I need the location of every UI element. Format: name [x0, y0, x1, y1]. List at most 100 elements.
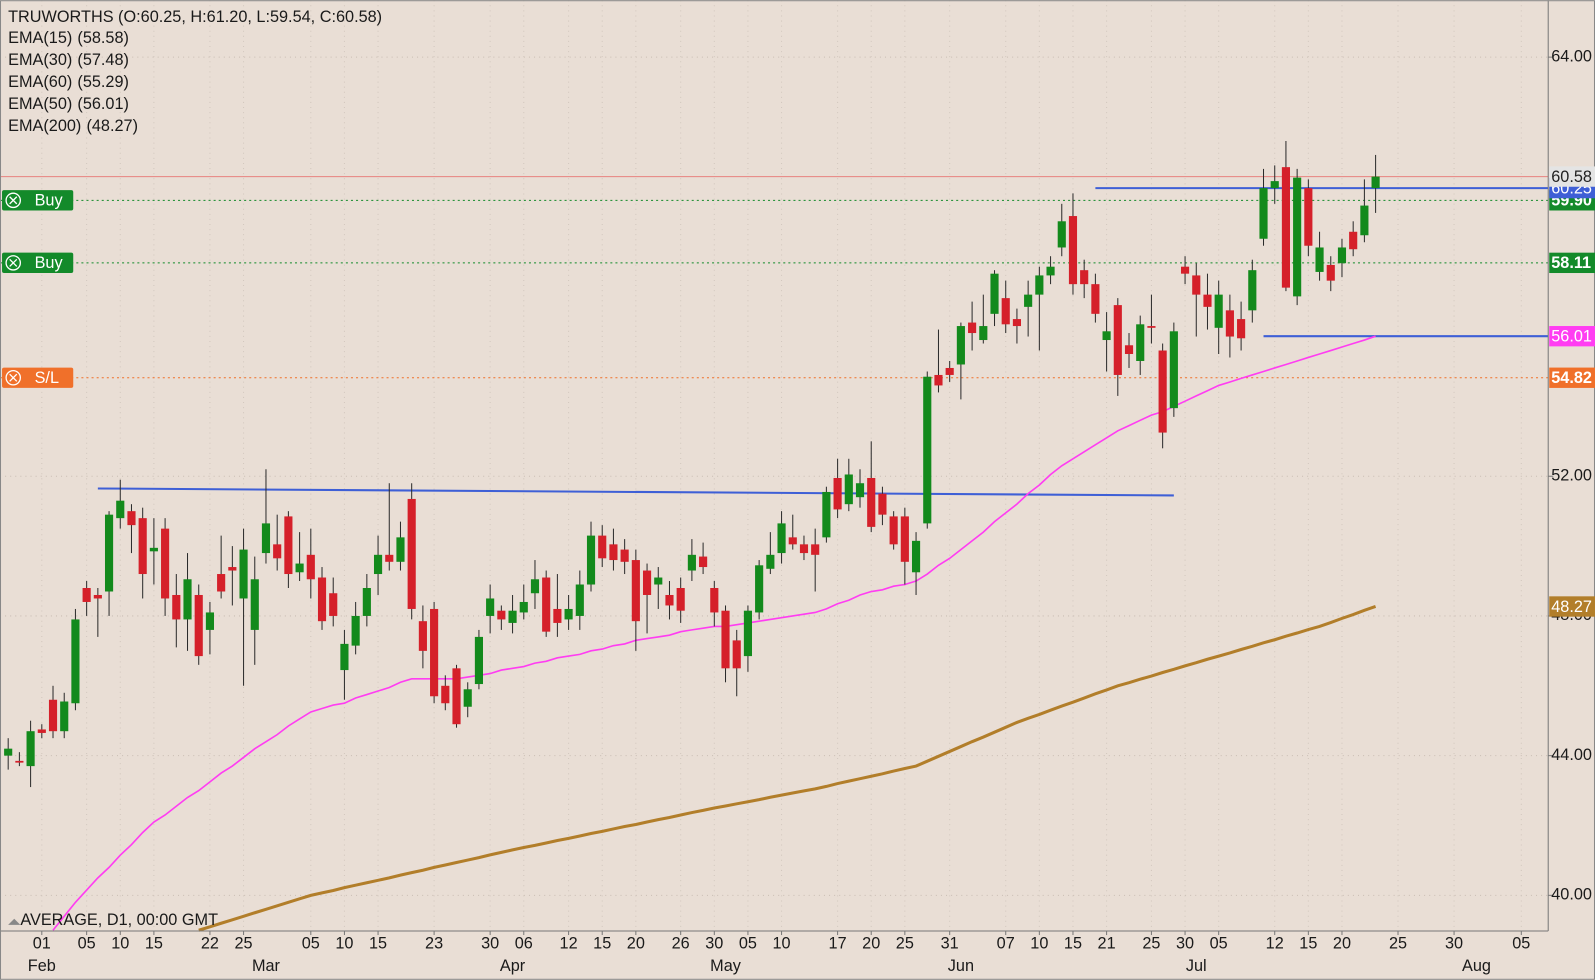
candle-body — [441, 685, 450, 704]
candle-body — [340, 643, 349, 671]
candle-body — [945, 367, 954, 375]
price-label: 56.01 — [1551, 328, 1592, 346]
candle-body — [1270, 181, 1279, 189]
candle-body — [284, 516, 293, 575]
candle-body — [1102, 331, 1111, 341]
candle-body — [48, 699, 58, 732]
indicator-legend: EMA(50) (56.01) — [8, 95, 129, 113]
footer-text: AVERAGE, D1, 00:00 GMT — [20, 911, 218, 929]
candle-body — [306, 554, 315, 580]
candle-body — [430, 608, 439, 697]
x-tick-label: 05 — [1210, 934, 1228, 952]
candle-body — [1315, 247, 1324, 272]
candle-body — [755, 565, 764, 613]
candle-body — [463, 689, 472, 707]
candle-body — [407, 498, 416, 609]
candle-body — [1371, 176, 1380, 189]
candle-body — [878, 493, 887, 515]
candle-body — [609, 544, 618, 561]
order-label: Buy — [35, 192, 64, 210]
x-tick-label: 17 — [829, 934, 847, 952]
x-tick-label: 26 — [672, 934, 690, 952]
x-tick-label: 05 — [302, 934, 320, 952]
candle-body — [1203, 294, 1212, 307]
x-month-label: Jul — [1186, 957, 1207, 975]
x-tick-label: 23 — [425, 934, 443, 952]
candle-body — [261, 523, 271, 554]
candle-body — [1214, 294, 1223, 328]
order-close-icon — [5, 255, 22, 271]
footer-icon — [8, 918, 21, 925]
candle-body — [1349, 231, 1358, 250]
x-tick-label: 12 — [1266, 934, 1284, 952]
candle-body — [362, 587, 371, 616]
x-month-label: Jun — [948, 957, 974, 975]
candle-body — [127, 511, 136, 526]
candle-body — [586, 535, 596, 585]
indicator-value: (56.01) — [77, 95, 129, 113]
candle-body — [116, 500, 125, 519]
candle-body — [665, 594, 674, 606]
x-tick-label: 20 — [627, 934, 645, 952]
order-close-x — [9, 373, 18, 382]
x-tick-label: 10 — [773, 934, 791, 952]
order-badge[interactable] — [2, 367, 74, 388]
candle-body — [900, 516, 909, 562]
y-tick-label: 64.00 — [1551, 47, 1592, 65]
candle-body — [1113, 305, 1122, 375]
price-label-box — [1549, 326, 1595, 347]
indicator-legend: EMA(15) (58.58) — [8, 29, 129, 47]
indicator-name: EMA(30) — [8, 51, 72, 69]
candle-body — [351, 615, 360, 646]
candle-body — [1068, 216, 1078, 285]
indicator-name: EMA(50) — [8, 95, 72, 113]
indicator-value: (55.29) — [77, 73, 129, 91]
candle-body — [1080, 270, 1089, 285]
x-month-label: Aug — [1462, 957, 1491, 975]
x-tick-label: 10 — [335, 934, 353, 952]
order-badge[interactable] — [2, 252, 74, 274]
indicator-name: EMA(15) — [8, 29, 72, 47]
order-close-icon — [5, 369, 22, 386]
candle-body — [82, 587, 91, 602]
order-badge[interactable] — [2, 190, 74, 211]
candle-body — [486, 598, 495, 616]
price-label-box — [1549, 166, 1595, 187]
order-close-x — [9, 258, 18, 267]
candle-body — [1147, 326, 1156, 328]
x-tick-label: 21 — [1098, 934, 1116, 952]
candle-body — [732, 640, 741, 669]
x-tick-label: 31 — [941, 934, 959, 952]
x-month-label: May — [710, 957, 742, 975]
candle-body — [161, 528, 170, 599]
candle-body — [799, 544, 809, 554]
candle-body — [867, 477, 876, 527]
candle-body — [979, 326, 988, 341]
price-label-box — [1549, 252, 1595, 274]
trend-line — [97, 487, 1174, 497]
candle-body — [1248, 270, 1257, 311]
candle-body — [60, 701, 69, 732]
candle-body — [1180, 266, 1190, 274]
candle-body — [923, 376, 932, 524]
x-tick-label: 25 — [235, 934, 253, 952]
candle-body — [710, 587, 719, 613]
candle-body — [968, 322, 977, 334]
candle-body — [273, 544, 282, 559]
candle-body — [93, 594, 102, 599]
candle-body — [788, 537, 797, 545]
x-tick-label: 30 — [1445, 934, 1463, 952]
candle-body — [519, 601, 528, 613]
candle-body — [1237, 319, 1246, 339]
candle-body — [138, 518, 147, 575]
x-tick-label: 15 — [369, 934, 387, 952]
chart-title: TRUWORTHS (O:60.25, H:61.20, L:59.54, C:… — [8, 8, 382, 26]
x-tick-label: 22 — [201, 934, 219, 952]
x-tick-label: 25 — [1389, 934, 1407, 952]
candle-body — [1124, 345, 1134, 355]
x-tick-label: 20 — [1333, 934, 1351, 952]
candle-body — [553, 608, 562, 623]
candle-body — [642, 570, 652, 595]
